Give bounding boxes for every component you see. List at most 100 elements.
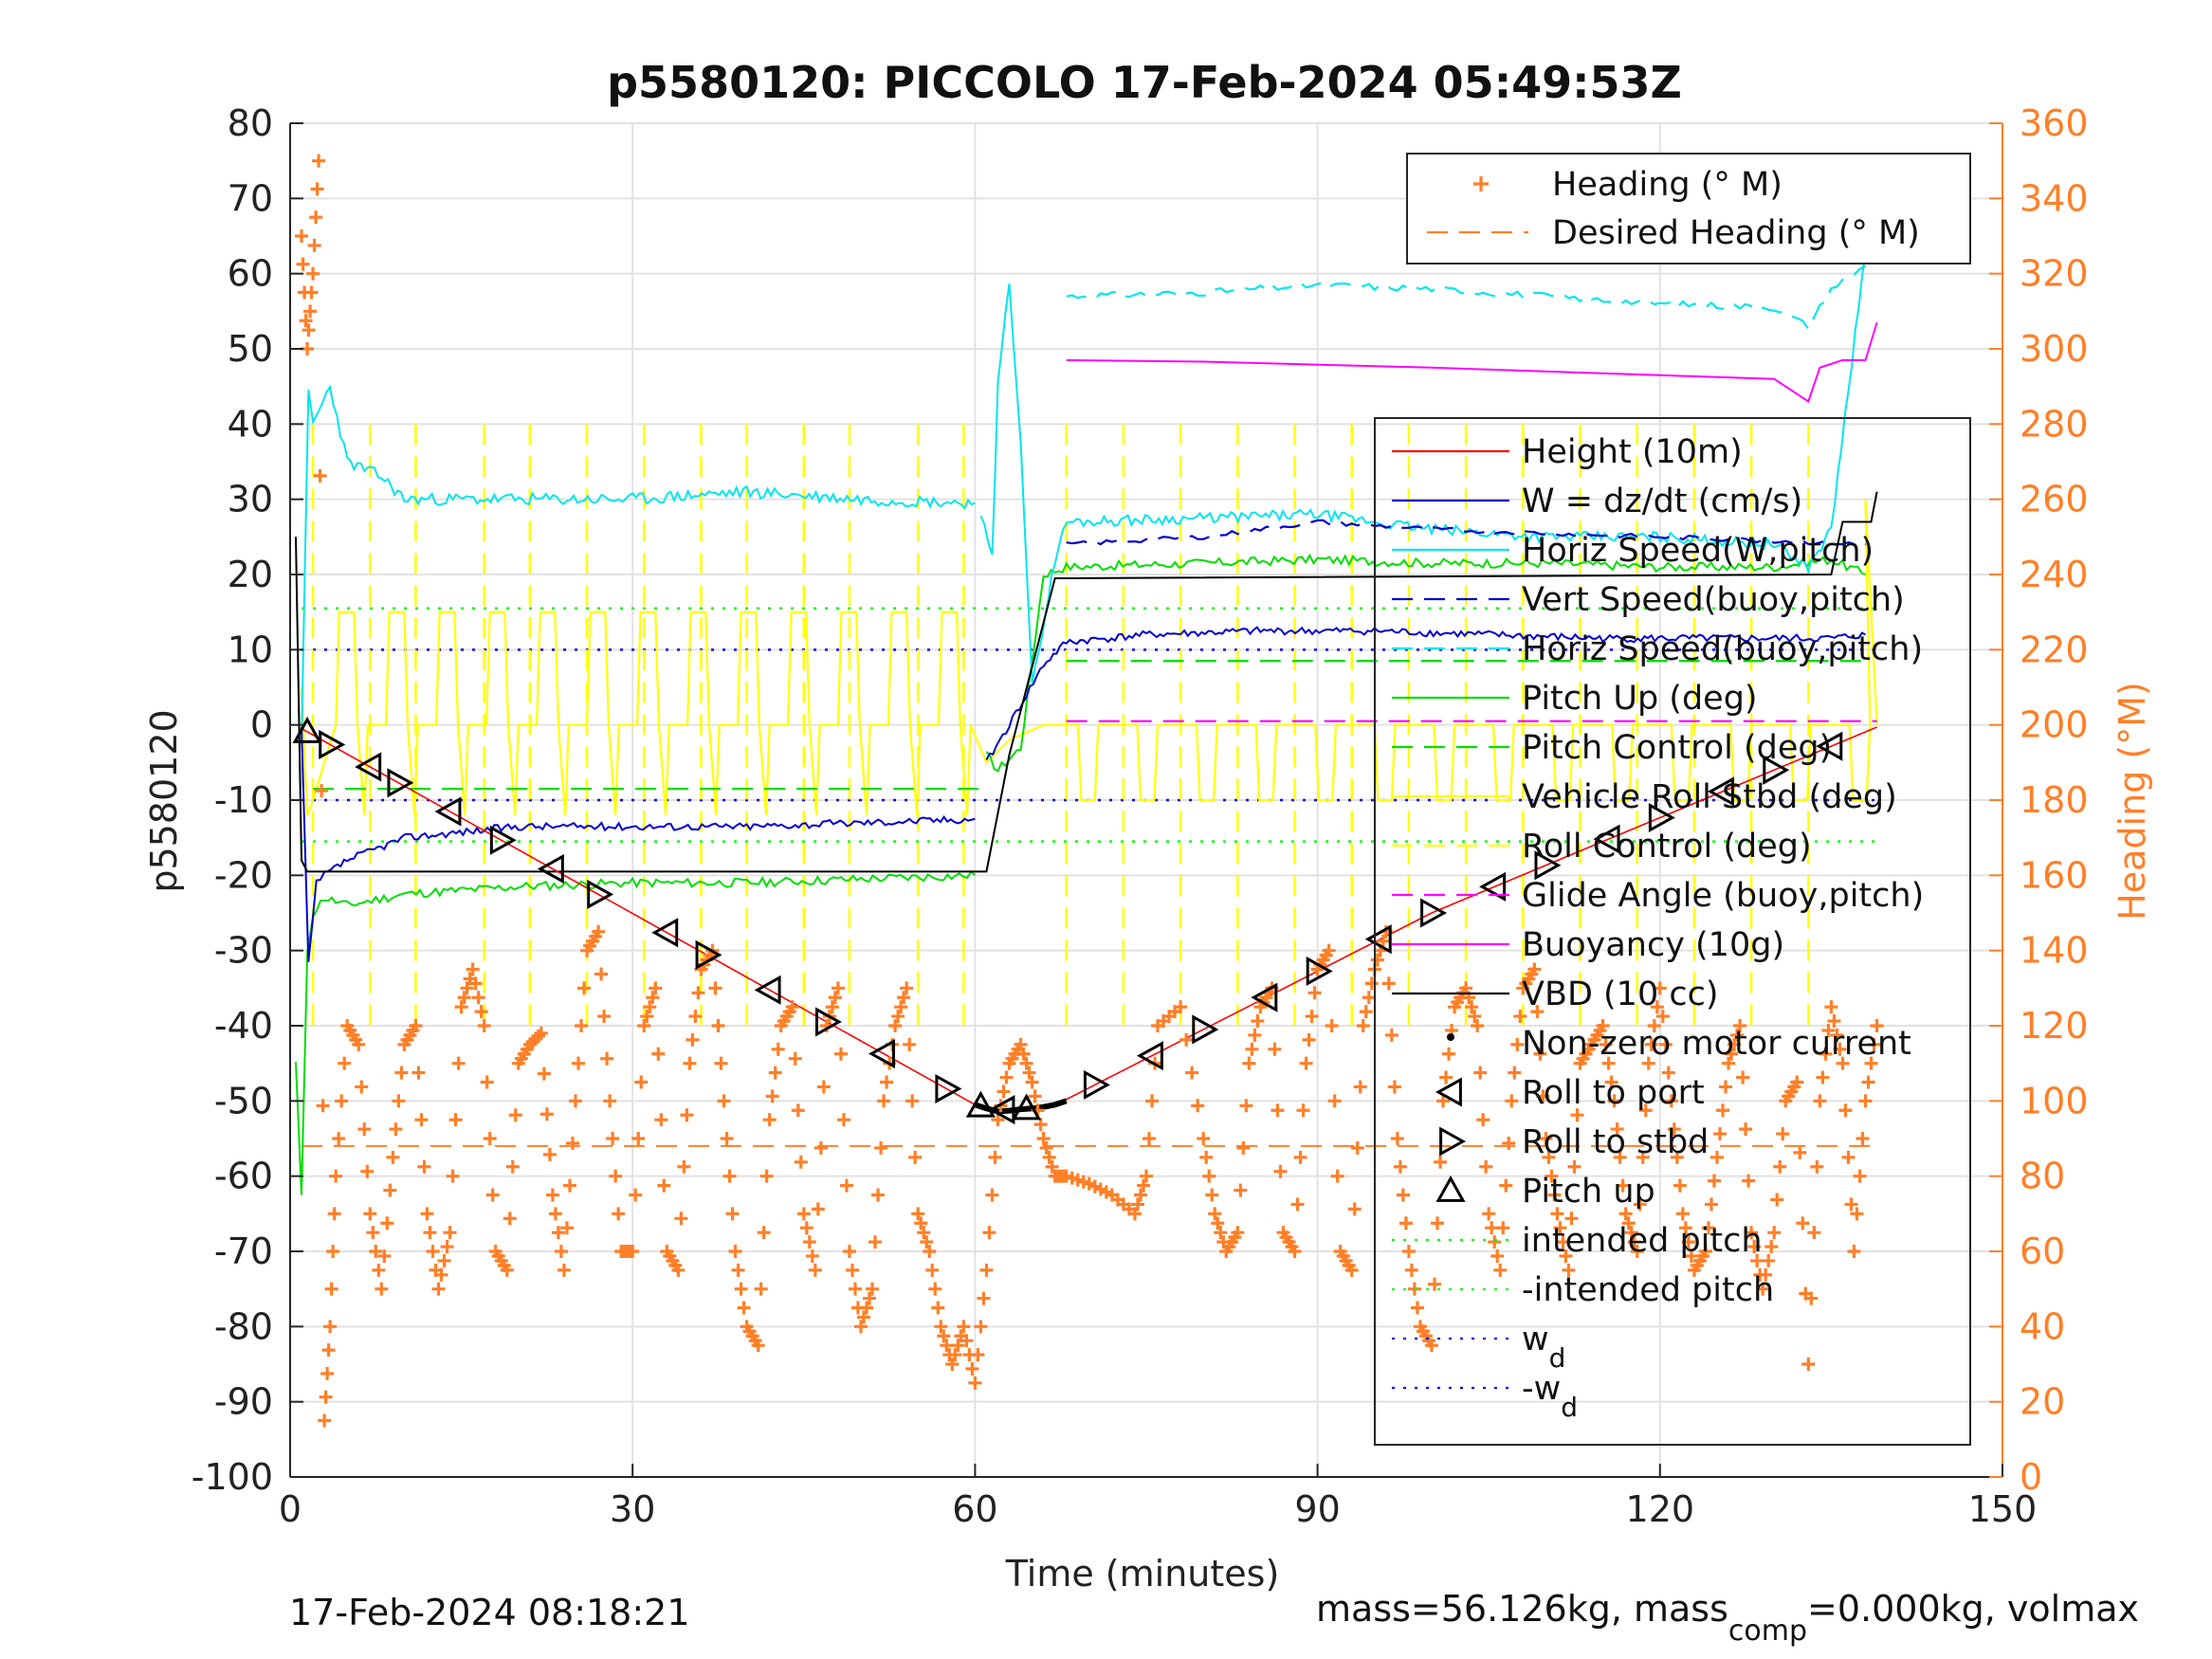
y2-tick-label: 100 [2020,1080,2089,1121]
heading-point [1307,986,1322,1000]
heading-point [307,238,321,252]
heading-point [375,1282,389,1296]
heading-point [1739,1122,1753,1137]
x-tick-label: 120 [1626,1488,1695,1530]
heading-point [457,991,471,1005]
legend-main-label-sub: d [1561,1392,1578,1423]
heading-point [1145,1094,1160,1108]
legend-main-label: W = dz/dt (cm/s) [1522,483,1802,520]
heading-point [1356,1019,1370,1032]
heading-point [299,314,313,328]
heading-point [1428,1277,1442,1291]
heading-point [1804,1291,1819,1305]
heading-point [313,468,327,483]
y-tick-label: -60 [214,1156,273,1197]
legend-heading-label: Desired Heading (° M) [1552,214,1920,252]
heading-point [557,1263,571,1277]
vbd-line [295,491,1878,873]
roll-port-marker [1136,1041,1163,1071]
roll-stbd-marker [1192,1014,1219,1045]
heading-point [1231,1226,1245,1240]
heading-point [1325,1019,1339,1032]
heading-point [1864,1056,1878,1070]
heading-point [768,1066,782,1080]
heading-point [1245,1042,1259,1056]
heading-point [654,1113,668,1127]
heading-point [880,1075,894,1089]
heading-point [1773,1159,1787,1174]
heading-point [1670,1150,1684,1164]
heading-point [1179,1032,1194,1047]
heading-point [1502,1136,1516,1150]
y-tick-label: 0 [250,704,273,746]
heading-point [1290,1197,1305,1212]
y2-tick-label: 180 [2020,779,2089,821]
heading-point [1624,1226,1638,1240]
heading-point [369,1245,383,1258]
heading-point [1482,1207,1496,1221]
heading-point [485,1188,500,1202]
plot-series [292,154,1884,1428]
heading-point [759,1169,774,1183]
heading-point [551,1226,565,1240]
x-tick-label: 60 [952,1488,997,1530]
heading-point [319,1390,333,1404]
heading-point [446,1169,460,1183]
heading-point [539,1107,554,1121]
heading-point [1618,1207,1633,1221]
heading-point [323,1320,338,1334]
heading-point [1716,1103,1730,1118]
heading-point [725,1207,740,1221]
heading-point [1305,1010,1319,1024]
legend-main-label: Roll to stbd [1522,1123,1709,1161]
heading-point [360,1164,375,1178]
heading-point [1710,1150,1724,1164]
heading-point [1468,1010,1482,1024]
heading-point [1033,1118,1048,1132]
y-tick-label: 50 [228,328,273,370]
heading-point [1530,1005,1545,1019]
heading-point [603,1094,617,1108]
heading-point [637,1019,651,1032]
footer-timestamp: 17-Feb-2024 08:18:21 [289,1592,690,1633]
heading-point [928,1282,942,1296]
heading-point [1596,1019,1610,1032]
heading-point [808,1263,822,1277]
roll-port-marker [355,752,382,782]
heading-point [1776,1127,1790,1141]
heading-point [1036,1132,1051,1145]
heading-point [562,1178,576,1193]
heading-point [631,1132,646,1145]
heading-point [1725,1047,1739,1061]
heading-point [848,1282,862,1296]
heading-point [1390,1132,1404,1145]
buoyancy-line [1066,321,1878,404]
heading-point [1713,1127,1728,1141]
heading-point [1719,1080,1733,1094]
heading-point [1508,1066,1522,1080]
heading-point [771,1042,785,1056]
roll-port-marker [1593,824,1620,854]
heading-point [1750,1253,1764,1267]
heading-point [594,967,609,981]
heading-point [1353,1080,1367,1094]
legend-main-label: Vehicle Roll Stbd (deg) [1522,778,1897,816]
roll-port-marker [1707,776,1734,807]
heading-point [863,1291,877,1305]
heading-point [1442,1047,1456,1061]
heading-point [634,1075,649,1089]
legend-main-box [1374,417,1971,1446]
heading-point [1425,1339,1438,1353]
heading-point [1211,1216,1225,1231]
heading-point [722,1169,737,1183]
heading-point [1299,1056,1313,1070]
y-tick-label: -30 [214,930,273,972]
heading-point [1650,1000,1664,1014]
heading-point [711,1019,725,1032]
heading-point [833,1047,848,1061]
y2-tick-label: 140 [2020,930,2089,972]
heading-point [320,1366,335,1380]
heading-point [1350,1140,1364,1155]
roll-stbd-marker [1306,956,1333,987]
